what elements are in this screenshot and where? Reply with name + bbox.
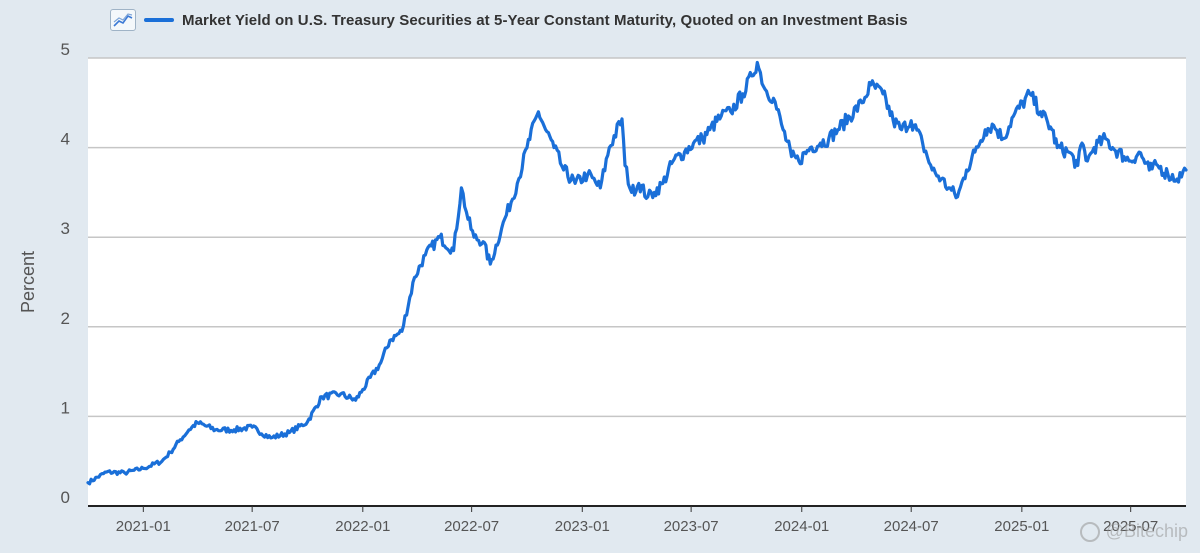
y-tick-label: 5 [61,40,70,59]
watermark-text: @Bitechip [1105,521,1188,541]
watermark: @Bitechip [1079,521,1188,542]
chart-line-icon [110,9,136,31]
x-tick-label: 2025-07 [1103,518,1158,535]
x-tick-label: 2025-01 [994,518,1049,535]
legend-swatch [144,18,174,22]
x-tick-label: 2024-01 [774,518,829,535]
x-tick-label: 2021-07 [225,518,280,535]
x-tick-label: 2021-01 [116,518,171,535]
y-axis-label: Percent [18,251,38,313]
x-tick-label: 2023-07 [664,518,719,535]
y-tick-label: 0 [61,488,70,507]
y-tick-label: 1 [61,398,70,417]
plot-background [88,58,1186,506]
series-line [86,60,1188,486]
logo-icon [1079,521,1100,542]
y-tick-label: 4 [61,130,70,149]
x-tick-label: 2024-07 [884,518,939,535]
x-tick-label: 2022-07 [444,518,499,535]
x-tick-label: 2023-01 [555,518,610,535]
y-tick-label: 2 [61,309,70,328]
y-tick-label: 3 [61,219,70,238]
x-tick-label: 2022-01 [335,518,390,535]
legend[interactable]: Market Yield on U.S. Treasury Securities… [110,6,908,34]
legend-label: Market Yield on U.S. Treasury Securities… [182,11,908,29]
